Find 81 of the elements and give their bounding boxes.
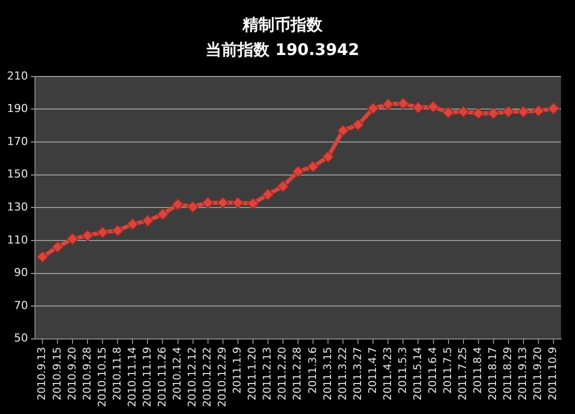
x-tick-label: 2011.2.13: [262, 346, 274, 400]
y-tick-label: 70: [14, 298, 28, 312]
x-tick-label: 2011.8.17: [487, 346, 500, 400]
point: [96, 226, 109, 238]
point: [352, 118, 364, 131]
point: [367, 102, 380, 114]
x-tick-label: 2011.3.15: [322, 346, 334, 400]
point: [472, 107, 484, 120]
point: [517, 106, 530, 118]
x-tick-label: 2010.11.26: [156, 346, 168, 408]
x-tick-label: 2011.7.25: [457, 346, 470, 400]
x-tick-label: 2011.2.20: [276, 346, 289, 400]
x-tick-label: 2011.7.5: [442, 346, 454, 394]
y-tick-label: 150: [6, 168, 28, 181]
point: [126, 218, 139, 230]
x-tick-label: 2010.9.15: [51, 346, 64, 400]
point: [457, 106, 470, 118]
point: [502, 106, 514, 118]
x-tick-label: 2010.9.13: [36, 346, 48, 400]
point: [262, 188, 274, 201]
point: [202, 196, 214, 209]
x-tick-label: 2011.2.28: [292, 346, 304, 400]
x-tick-label: 2010.11.8: [111, 346, 124, 400]
x-tick-label: 2011.5.3: [396, 346, 409, 394]
point: [36, 250, 49, 263]
point: [532, 104, 544, 117]
x-tick-label: 2010.9.28: [81, 346, 94, 400]
x-tick-label: 2010.11.19: [141, 346, 154, 408]
point: [156, 208, 169, 220]
point: [442, 106, 454, 118]
point: [292, 166, 304, 178]
x-tick-label: 2010.12.22: [202, 346, 214, 408]
point: [307, 160, 320, 173]
x-tick-label: 2010.9.20: [66, 346, 78, 400]
x-tick-label: 2011.4.7: [366, 346, 379, 394]
x-tick-label: 2011.5.14: [412, 346, 424, 400]
x-tick-label: 2011.1.9: [232, 346, 244, 394]
x-tick-label: 2011.9.20: [532, 346, 544, 400]
x-tick-label: 2010.10.15: [96, 346, 108, 408]
x-tick-label: 2011.6.4: [426, 346, 439, 394]
x-tick-label: 2011.1.20: [246, 346, 259, 400]
point: [397, 97, 410, 110]
chart-title: 精制币指数: [242, 14, 324, 34]
y-tick-label: 210: [6, 69, 28, 82]
x-tick-label: 2011.8.29: [502, 346, 514, 400]
point: [172, 198, 184, 210]
point: [382, 98, 394, 110]
x-tick-label: 2010.12.4: [172, 346, 184, 400]
point: [82, 230, 94, 242]
point: [186, 200, 199, 213]
point: [487, 107, 500, 120]
x-tick-label: 2011.9.13: [517, 346, 530, 400]
point: [216, 196, 229, 209]
point: [246, 198, 259, 210]
point: [112, 224, 124, 237]
x-tick-label: 2011.8.4: [472, 346, 484, 394]
point: [66, 232, 79, 245]
point: [232, 196, 244, 209]
x-tick-label: 2010.12.12: [186, 346, 199, 408]
x-tick-label: 2011.3.27: [352, 346, 364, 400]
x-tick-label: 2011.4.23: [382, 346, 394, 400]
y-tick-label: 170: [6, 134, 28, 148]
y-tick-label: 130: [6, 200, 28, 214]
y-tick-label: 50: [14, 332, 28, 345]
chart-subtitle: 当前指数 190.3942: [206, 40, 360, 59]
point: [427, 100, 440, 113]
point: [547, 102, 560, 115]
point: [276, 180, 289, 192]
x-tick-label: 2011.3.22: [336, 346, 349, 400]
y-tick-label: 110: [6, 233, 28, 246]
point: [142, 214, 154, 227]
x-tick-label: 2010.11.14: [126, 346, 138, 408]
point: [52, 241, 64, 254]
x-tick-label: 2011.10.9: [547, 346, 560, 400]
y-tick-label: 190: [6, 102, 28, 116]
x-tick-label: 2011.3.6: [306, 346, 319, 394]
x-tick-label: 2010.12.29: [216, 346, 229, 408]
y-tick-label: 90: [14, 266, 28, 280]
point: [322, 150, 334, 163]
point: [337, 124, 350, 137]
point: [412, 102, 424, 114]
